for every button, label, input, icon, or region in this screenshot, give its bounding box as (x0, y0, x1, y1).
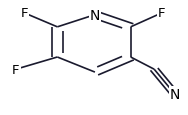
Text: F: F (21, 7, 28, 20)
Text: N: N (170, 87, 180, 101)
Text: N: N (90, 9, 100, 22)
Text: F: F (158, 7, 165, 20)
Text: F: F (12, 63, 20, 76)
